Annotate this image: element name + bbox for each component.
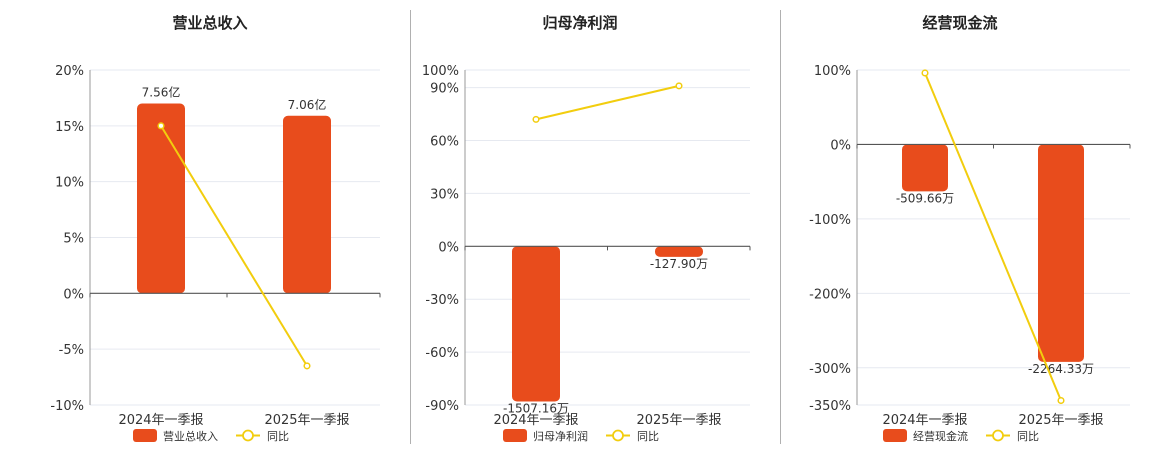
chart2-yoy-point bbox=[532, 115, 540, 123]
chart3-ytick-label: -300% bbox=[809, 362, 851, 377]
chart2-ytick-label: 90% bbox=[430, 82, 459, 97]
chart2-yoy-line bbox=[535, 84, 680, 121]
chart2-ytick-label: 60% bbox=[430, 135, 459, 150]
chart2-yoy-point bbox=[675, 82, 683, 90]
chart2-ytick-label: -60% bbox=[425, 346, 459, 361]
chart1-legend-bar-label: 营业总收入 bbox=[163, 429, 218, 443]
chart3-yoy-point bbox=[921, 69, 929, 77]
chart1-ytick-label: 0% bbox=[63, 287, 84, 302]
chart2-bar bbox=[512, 246, 560, 402]
chart3-title: 经营现金流 bbox=[922, 14, 997, 32]
chart2-legend-bar-swatch bbox=[503, 429, 527, 442]
chart3-ytick-label: -200% bbox=[809, 287, 851, 302]
chart1-ytick-label: 10% bbox=[55, 176, 84, 191]
chart2-ytick-label: 100% bbox=[422, 64, 459, 79]
chart2-ytick-label: 0% bbox=[438, 240, 459, 255]
panel-divider-1 bbox=[410, 10, 411, 444]
chart1-legend-line-label: 同比 bbox=[267, 430, 289, 443]
chart1-yoy-point bbox=[157, 122, 165, 130]
chart3-yoy-line bbox=[924, 72, 1062, 401]
chart3-ytick-label: -350% bbox=[809, 399, 851, 414]
chart2-ytick-label: -90% bbox=[425, 399, 459, 414]
chart1-yoy-line bbox=[160, 125, 308, 367]
chart2-x-category-label: 2025年一季报 bbox=[636, 413, 721, 428]
chart2-ytick-label: 30% bbox=[430, 187, 459, 202]
chart1-title: 营业总收入 bbox=[172, 14, 247, 32]
chart3-legend-line-marker bbox=[992, 429, 1004, 442]
chart3-ytick-label: -100% bbox=[809, 213, 851, 228]
chart1-ytick-label: 5% bbox=[63, 232, 84, 247]
chart3-ytick-label: 100% bbox=[814, 64, 851, 79]
panel-divider-2 bbox=[780, 10, 781, 444]
chart1-legend-line-marker bbox=[242, 429, 254, 442]
chart1-bar bbox=[137, 103, 185, 294]
chart3-x-category-label: 2025年一季报 bbox=[1018, 413, 1103, 428]
chart2-bar bbox=[655, 246, 703, 257]
chart1-bar bbox=[283, 115, 331, 294]
chart1-ytick-label: -10% bbox=[50, 399, 84, 414]
chart2-x-category-label: 2024年一季报 bbox=[493, 413, 578, 428]
chart3-bar bbox=[1038, 144, 1084, 362]
chart3-legend-bar-swatch bbox=[883, 429, 907, 442]
chart3-yoy-point bbox=[1057, 396, 1065, 405]
chart2-bar-data-label: -127.90万 bbox=[650, 257, 708, 271]
chart2-legend-bar-label: 归母净利润 bbox=[533, 429, 588, 443]
chart2-title: 归母净利润 bbox=[542, 14, 617, 32]
chart3-bar-data-label: -2264.33万 bbox=[1028, 362, 1094, 376]
chart1-bar-data-label: 7.06亿 bbox=[288, 97, 327, 112]
chart1-ytick-label: -5% bbox=[59, 343, 84, 358]
chart3-bar bbox=[902, 144, 948, 192]
chart3-ytick-label: 0% bbox=[830, 138, 851, 153]
chart3-bar-data-label: -509.66万 bbox=[896, 191, 954, 205]
chart1-yoy-point bbox=[303, 362, 311, 370]
chart3-legend-line-label: 同比 bbox=[1017, 430, 1039, 443]
chart1-ytick-label: 20% bbox=[55, 64, 84, 79]
chart2-legend-line-label: 同比 bbox=[637, 430, 659, 443]
chart1-legend-bar-swatch bbox=[133, 429, 157, 442]
chart2-ytick-label: -30% bbox=[425, 293, 459, 308]
chart1-ytick-label: 15% bbox=[55, 120, 84, 135]
chart3-legend-bar-label: 经营现金流 bbox=[913, 429, 968, 443]
chart1-bar-data-label: 7.56亿 bbox=[142, 85, 181, 100]
chart2-legend-line-marker bbox=[612, 429, 624, 442]
chart3-x-category-label: 2024年一季报 bbox=[882, 413, 967, 428]
chart1-x-category-label: 2024年一季报 bbox=[118, 413, 203, 428]
chart2-bar-data-label: -1507.16万 bbox=[503, 401, 569, 415]
chart1-x-category-label: 2025年一季报 bbox=[264, 413, 349, 428]
